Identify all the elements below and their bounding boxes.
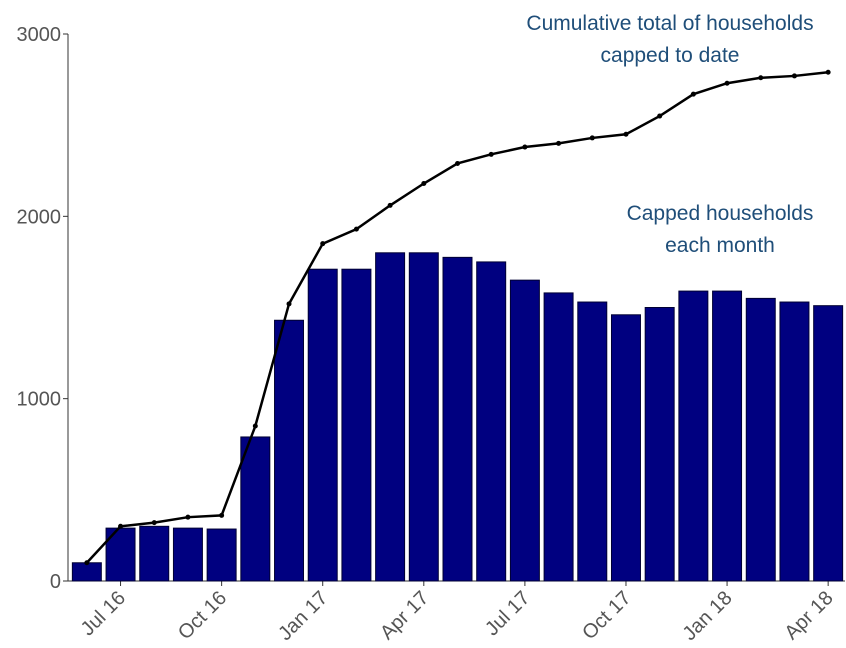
x-tick-label: Jul 16 — [77, 587, 130, 640]
y-tick-label: 2000 — [17, 206, 62, 228]
bar — [476, 261, 507, 582]
bar — [307, 268, 338, 582]
line-point — [252, 423, 258, 429]
bar — [644, 307, 675, 582]
bar — [813, 305, 844, 582]
line-point — [387, 202, 393, 208]
x-tick-label: Oct 17 — [578, 587, 635, 644]
bar — [139, 525, 170, 582]
x-tick-label: Oct 16 — [174, 587, 231, 644]
bar — [543, 292, 574, 582]
line-point — [488, 151, 494, 157]
bar — [71, 562, 102, 582]
line-point — [84, 560, 90, 566]
bar — [610, 314, 641, 582]
x-tick-label: Jan 18 — [679, 587, 737, 645]
line-point — [690, 91, 696, 97]
line-point — [556, 140, 562, 146]
line-point — [421, 181, 427, 187]
line-point — [353, 226, 359, 232]
y-tick-label: 0 — [50, 571, 61, 593]
y-tick-label: 3000 — [17, 24, 62, 46]
annotation: each month — [665, 234, 775, 257]
annotation: capped to date — [601, 44, 740, 67]
bar — [172, 527, 203, 582]
line-point — [522, 144, 528, 150]
y-tick-label: 1000 — [17, 389, 62, 411]
x-tick-label: Jan 17 — [274, 587, 332, 645]
line-point — [320, 241, 326, 247]
line-point — [657, 113, 663, 119]
line-point — [286, 301, 292, 307]
bar — [577, 301, 608, 582]
bar — [442, 256, 473, 582]
bar — [274, 319, 305, 582]
annotation: Capped households — [627, 202, 814, 225]
bar — [341, 268, 372, 582]
bar — [745, 297, 776, 582]
bar — [105, 527, 136, 582]
bar — [509, 279, 540, 582]
line-point — [724, 80, 730, 86]
line-point — [151, 520, 157, 526]
line-point — [589, 135, 595, 141]
bar — [375, 252, 406, 582]
bar — [678, 290, 709, 582]
line-point — [758, 75, 764, 81]
bar — [240, 436, 271, 582]
x-tick-label: Jul 17 — [481, 587, 534, 640]
line-point — [118, 523, 124, 529]
line-point — [219, 512, 225, 518]
line-point — [455, 160, 460, 166]
bar — [206, 528, 237, 582]
bar — [779, 301, 810, 582]
x-tick-label: Apr 17 — [376, 587, 433, 644]
bar — [408, 252, 439, 582]
x-tick-label: Apr 18 — [780, 587, 837, 644]
bar — [712, 290, 743, 582]
line-point — [623, 131, 629, 137]
line-point — [791, 73, 797, 79]
annotation: Cumulative total of households — [526, 12, 813, 35]
line-point — [185, 514, 191, 520]
line-point — [825, 69, 831, 75]
